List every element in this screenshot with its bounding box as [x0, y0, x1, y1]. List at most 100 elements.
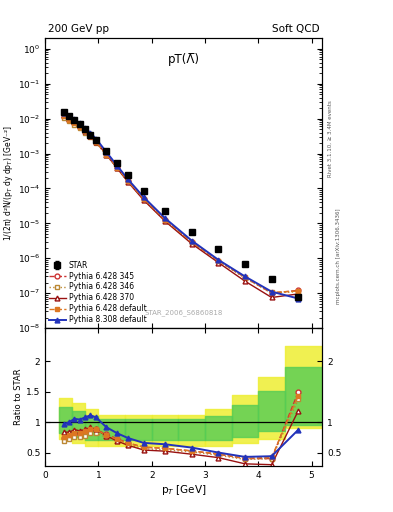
Pythia 6.428 345 [72, 120, 77, 126]
Pythia 8.308 default [83, 125, 88, 131]
Pythia 6.428 default [163, 217, 167, 223]
Pythia 6.428 346 [83, 130, 88, 136]
Legend: STAR, Pythia 6.428 345, Pythia 6.428 346, Pythia 6.428 370, Pythia 6.428 default: STAR, Pythia 6.428 345, Pythia 6.428 346… [48, 260, 147, 325]
Pythia 6.428 default [269, 289, 274, 295]
Pythia 6.428 default [296, 288, 301, 294]
Text: Soft QCD: Soft QCD [272, 24, 320, 34]
Text: STAR_2006_S6860818: STAR_2006_S6860818 [145, 310, 223, 316]
Pythia 6.428 370 [94, 139, 98, 145]
Text: 200 GeV pp: 200 GeV pp [48, 24, 109, 34]
Pythia 6.428 default [189, 239, 194, 245]
Pythia 6.428 370 [269, 294, 274, 301]
Pythia 8.308 default [88, 130, 93, 136]
Pythia 6.428 345 [269, 290, 274, 296]
X-axis label: p$_T$ [GeV]: p$_T$ [GeV] [161, 482, 206, 497]
Pythia 6.428 346 [141, 197, 146, 203]
Pythia 6.428 370 [77, 123, 82, 130]
Line: Pythia 6.428 345: Pythia 6.428 345 [61, 114, 301, 295]
Pythia 6.428 345 [88, 133, 93, 139]
Y-axis label: 1/(2π) d²N/(p$_T$ dy dp$_T$) [GeV⁻²]: 1/(2π) d²N/(p$_T$ dy dp$_T$) [GeV⁻²] [2, 125, 15, 241]
Pythia 8.308 default [189, 238, 194, 244]
Pythia 6.428 346 [125, 179, 130, 185]
Pythia 8.308 default [72, 116, 77, 122]
Pythia 6.428 370 [83, 128, 88, 134]
Pythia 6.428 345 [125, 178, 130, 184]
Pythia 6.428 default [83, 129, 88, 135]
Pythia 8.308 default [163, 215, 167, 221]
Pythia 6.428 346 [163, 218, 167, 224]
Pythia 6.428 345 [115, 164, 119, 170]
Pythia 6.428 370 [125, 179, 130, 185]
Line: Pythia 6.428 370: Pythia 6.428 370 [61, 112, 301, 300]
Pythia 6.428 345 [83, 129, 88, 135]
Pythia 6.428 370 [115, 165, 119, 172]
Pythia 6.428 345 [189, 239, 194, 245]
Pythia 6.428 346 [94, 140, 98, 146]
Pythia 6.428 345 [296, 287, 301, 293]
Pythia 8.308 default [67, 113, 72, 119]
Pythia 6.428 346 [115, 165, 119, 172]
Pythia 6.428 default [141, 196, 146, 202]
Pythia 6.428 346 [189, 240, 194, 246]
Pythia 8.308 default [77, 120, 82, 126]
Pythia 6.428 default [77, 124, 82, 130]
Y-axis label: Ratio to STAR: Ratio to STAR [14, 369, 23, 425]
Pythia 8.308 default [61, 110, 66, 116]
Pythia 6.428 default [94, 139, 98, 145]
Pythia 8.308 default [242, 273, 247, 280]
Pythia 6.428 346 [77, 125, 82, 132]
Pythia 6.428 346 [72, 121, 77, 127]
Pythia 6.428 345 [61, 114, 66, 120]
Pythia 6.428 default [88, 133, 93, 139]
Line: Pythia 6.428 346: Pythia 6.428 346 [61, 115, 301, 295]
Pythia 6.428 370 [67, 116, 72, 122]
Pythia 6.428 345 [77, 124, 82, 130]
Pythia 6.428 346 [104, 152, 109, 158]
Pythia 8.308 default [125, 176, 130, 182]
Text: mcplots.cern.ch [arXiv:1306.3436]: mcplots.cern.ch [arXiv:1306.3436] [336, 208, 341, 304]
Pythia 8.308 default [104, 149, 109, 155]
Pythia 8.308 default [216, 257, 221, 263]
Text: Rivet 3.1.10, ≥ 3.4M events: Rivet 3.1.10, ≥ 3.4M events [328, 100, 333, 177]
Pythia 8.308 default [141, 194, 146, 200]
Pythia 8.308 default [296, 295, 301, 302]
Pythia 6.428 346 [296, 289, 301, 295]
Pythia 6.428 370 [296, 291, 301, 297]
Line: Pythia 8.308 default: Pythia 8.308 default [61, 110, 301, 301]
Pythia 6.428 default [115, 164, 119, 170]
Pythia 6.428 default [216, 258, 221, 264]
Pythia 6.428 default [242, 274, 247, 281]
Pythia 6.428 345 [67, 117, 72, 123]
Pythia 6.428 345 [104, 151, 109, 157]
Pythia 6.428 346 [269, 290, 274, 296]
Pythia 6.428 346 [61, 115, 66, 121]
Pythia 8.308 default [115, 163, 119, 169]
Pythia 6.428 370 [72, 119, 77, 125]
Pythia 6.428 370 [88, 133, 93, 139]
Pythia 6.428 345 [216, 258, 221, 264]
Pythia 6.428 370 [104, 152, 109, 158]
Pythia 6.428 345 [94, 139, 98, 145]
Line: Pythia 6.428 default: Pythia 6.428 default [61, 114, 301, 295]
Pythia 6.428 346 [216, 258, 221, 264]
Pythia 6.428 346 [67, 118, 72, 124]
Pythia 6.428 370 [61, 112, 66, 118]
Pythia 6.428 346 [242, 275, 247, 281]
Pythia 6.428 345 [163, 217, 167, 223]
Text: pT(Λ̅): pT(Λ̅) [168, 53, 200, 66]
Pythia 6.428 345 [242, 274, 247, 281]
Pythia 6.428 default [72, 120, 77, 126]
Pythia 6.428 default [125, 178, 130, 184]
Pythia 6.428 370 [189, 241, 194, 247]
Pythia 6.428 370 [163, 218, 167, 224]
Pythia 6.428 default [61, 113, 66, 119]
Pythia 6.428 370 [141, 197, 146, 203]
Pythia 6.428 346 [88, 134, 93, 140]
Pythia 6.428 370 [216, 260, 221, 266]
Pythia 6.428 370 [242, 278, 247, 284]
Pythia 6.428 default [67, 117, 72, 123]
Pythia 8.308 default [94, 136, 98, 142]
Pythia 6.428 345 [141, 196, 146, 202]
Pythia 6.428 default [104, 152, 109, 158]
Pythia 8.308 default [269, 289, 274, 295]
